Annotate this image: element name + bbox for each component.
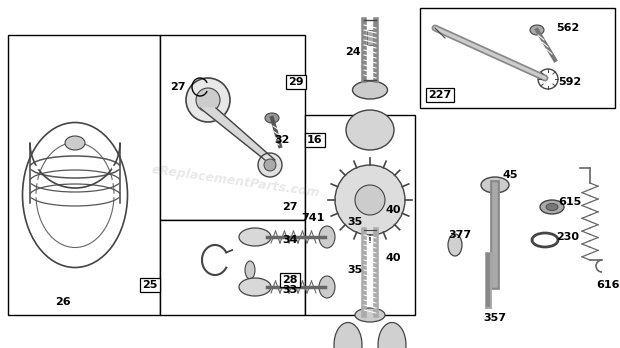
Circle shape [186,78,230,122]
Text: 377: 377 [448,230,472,240]
Text: 27: 27 [170,82,186,92]
Bar [160,220,305,315]
Ellipse shape [481,177,509,193]
Ellipse shape [540,200,564,214]
Circle shape [258,153,282,177]
Ellipse shape [319,226,335,248]
Ellipse shape [530,25,544,35]
Text: 29: 29 [288,77,304,87]
Text: 616: 616 [596,280,620,290]
Ellipse shape [353,81,388,99]
Text: 24: 24 [345,47,361,57]
Text: 562: 562 [556,23,580,33]
Text: 615: 615 [559,197,582,207]
Ellipse shape [245,261,255,279]
Circle shape [196,88,220,112]
Ellipse shape [378,323,406,348]
Text: 227: 227 [428,90,451,100]
Ellipse shape [448,234,462,256]
Text: 25: 25 [143,280,157,290]
Bar [160,35,305,220]
Text: 741: 741 [301,213,325,223]
Text: 592: 592 [559,77,582,87]
Ellipse shape [265,113,279,123]
Ellipse shape [334,323,362,348]
Text: 26: 26 [55,297,71,307]
Ellipse shape [346,110,394,150]
Text: 33: 33 [282,285,298,295]
Ellipse shape [546,204,558,211]
Text: eReplacementParts.com: eReplacementParts.com [151,163,321,199]
Text: 35: 35 [347,265,363,275]
Text: 40: 40 [385,205,401,215]
Bar [8,35,160,315]
Bar [420,8,615,108]
Bar [367,30,373,45]
Ellipse shape [355,308,385,322]
Ellipse shape [239,278,271,296]
Text: 16: 16 [307,135,323,145]
Ellipse shape [319,276,335,298]
Circle shape [335,165,405,235]
Bar [305,115,415,315]
Ellipse shape [65,136,85,150]
Ellipse shape [239,228,271,246]
Text: 28: 28 [282,275,298,285]
Text: 357: 357 [484,313,507,323]
Text: 32: 32 [274,135,290,145]
Circle shape [264,159,276,171]
Text: 27: 27 [282,202,298,212]
Polygon shape [200,108,275,160]
Circle shape [355,185,385,215]
Text: 230: 230 [557,232,580,242]
Text: 35: 35 [347,217,363,227]
Text: 34: 34 [282,235,298,245]
Text: 45: 45 [502,170,518,180]
Text: 40: 40 [385,253,401,263]
